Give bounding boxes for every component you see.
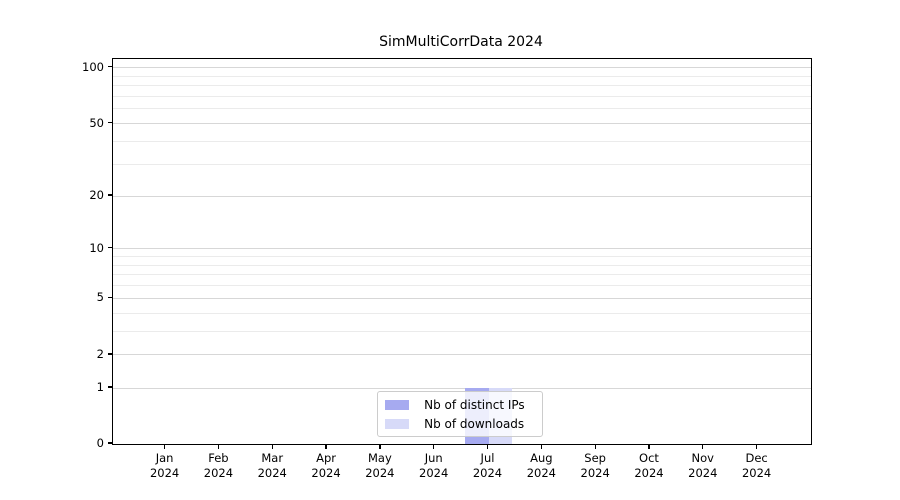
x-tick-mark-mar — [271, 445, 273, 450]
chart-title: SimMultiCorrData 2024 — [379, 34, 543, 50]
y-tick-mark-0 — [107, 442, 112, 444]
x-tick-mark-jan — [163, 445, 166, 450]
x-tick-label-jan: Jan 2024 — [149, 450, 180, 480]
gridline-minor-7 — [113, 274, 811, 276]
gridline-minor-30 — [113, 163, 811, 165]
x-tick-label-nov: Nov 2024 — [688, 450, 718, 480]
y-tick-label-100: 100 — [82, 59, 104, 74]
y-tick-label-5: 5 — [96, 290, 104, 305]
gridline-major-50 — [113, 123, 811, 125]
y-tick-label-2: 2 — [96, 346, 104, 361]
x-tick-mark-sep — [594, 445, 596, 450]
y-tick-mark-1 — [107, 386, 112, 388]
gridline-major-100 — [113, 67, 811, 69]
x-tick-mark-feb — [217, 445, 220, 450]
gridline-minor-40 — [113, 140, 811, 142]
x-axis: Jan 2024 Feb 2024 Mar 2024 Apr 2024 May 2024 Jun 20… — [112, 445, 810, 495]
legend-label-distinct-ips: Nb of distinct IPs — [424, 397, 525, 412]
y-tick-mark-20 — [107, 194, 112, 196]
x-tick-label-oct: Oct 2024 — [634, 450, 664, 480]
y-tick-mark-100 — [107, 66, 112, 68]
x-tick-label-mar: Mar 2024 — [257, 450, 287, 480]
gridline-minor-80 — [113, 85, 811, 87]
plot-area: Nb of distinct IPs Nb of downloads — [112, 58, 812, 446]
legend-swatch-downloads — [385, 418, 410, 429]
legend-swatch-distinct-ips — [385, 399, 410, 410]
x-tick-mark-jul — [486, 445, 489, 450]
gridline-minor-9 — [113, 256, 811, 258]
gridline-minor-60 — [113, 108, 811, 110]
legend-entry-downloads: Nb of downloads — [385, 416, 542, 431]
legend-entry-distinct-ips: Nb of distinct IPs — [385, 397, 542, 412]
legend-label-downloads: Nb of downloads — [424, 416, 525, 431]
gridline-minor-4 — [113, 312, 811, 314]
gridline-minor-90 — [113, 75, 811, 77]
gridline-major-2 — [113, 354, 811, 356]
gridline-major-5 — [113, 297, 811, 299]
gridline-minor-3 — [113, 330, 811, 332]
y-tick-label-0: 0 — [96, 436, 104, 451]
y-tick-mark-50 — [107, 121, 112, 124]
x-tick-mark-aug — [540, 445, 542, 450]
x-tick-label-jul: Jul 2024 — [472, 450, 503, 480]
y-tick-mark-10 — [107, 247, 112, 249]
y-tick-mark-2 — [107, 353, 112, 355]
x-tick-label-apr: Apr 2024 — [311, 450, 341, 480]
legend: Nb of distinct IPs Nb of downloads — [377, 391, 544, 438]
x-tick-label-dec: Dec 2024 — [741, 450, 772, 480]
x-tick-label-may: May 2024 — [365, 450, 395, 480]
x-tick-label-feb: Feb 2024 — [203, 450, 234, 480]
gridline-minor-8 — [113, 264, 811, 266]
gridline-minor-70 — [113, 96, 811, 98]
gridline-major-1 — [113, 387, 811, 389]
x-tick-label-jun: Jun 2024 — [419, 450, 449, 480]
y-tick-label-10: 10 — [89, 240, 104, 255]
x-tick-mark-oct — [648, 445, 650, 450]
gridline-major-10 — [113, 248, 811, 250]
x-tick-mark-may — [379, 445, 381, 450]
x-tick-mark-nov — [702, 445, 704, 450]
x-tick-mark-apr — [325, 445, 327, 450]
x-tick-mark-jun — [433, 445, 435, 450]
y-tick-label-20: 20 — [89, 188, 104, 203]
y-tick-label-1: 1 — [96, 380, 104, 394]
y-axis: 0 1 2 5 10 20 50 100 — [0, 58, 112, 450]
gridline-minor-6 — [113, 285, 811, 287]
x-tick-mark-dec — [755, 445, 758, 450]
gridline-major-20 — [113, 195, 811, 197]
x-tick-label-aug: Aug 2024 — [526, 450, 556, 480]
x-tick-label-sep: Sep 2024 — [580, 450, 610, 480]
y-tick-mark-5 — [107, 296, 112, 298]
y-tick-label-50: 50 — [89, 115, 104, 130]
